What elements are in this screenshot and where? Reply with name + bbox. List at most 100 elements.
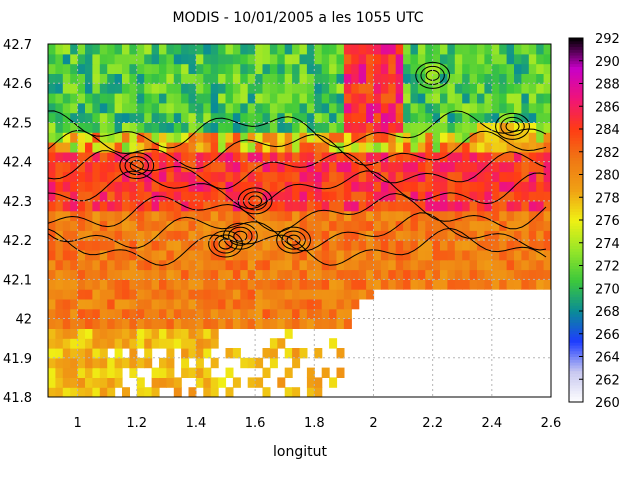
field-cell xyxy=(136,112,145,123)
field-cell xyxy=(440,240,448,251)
field-cell xyxy=(232,181,241,192)
field-cell xyxy=(292,298,301,310)
field-cell xyxy=(195,318,204,329)
field-cell xyxy=(514,210,522,222)
field-cell xyxy=(514,161,522,173)
field-cell xyxy=(159,298,167,310)
field-cell xyxy=(55,298,64,310)
field-cell xyxy=(181,63,190,74)
field-cell xyxy=(477,142,485,153)
field-cell xyxy=(528,122,537,133)
field-cell xyxy=(122,220,130,231)
field-cell xyxy=(380,171,389,182)
field-cell xyxy=(262,387,271,397)
field-cell xyxy=(99,230,108,241)
field-cell xyxy=(114,348,123,359)
field-cell xyxy=(269,112,278,123)
field-cell xyxy=(521,259,530,271)
field-cell xyxy=(144,259,153,271)
field-cell xyxy=(92,181,101,192)
field-cell xyxy=(262,132,271,143)
field-cell xyxy=(380,93,389,104)
field-cell xyxy=(159,338,167,349)
field-cell xyxy=(62,348,71,359)
field-cell xyxy=(491,279,500,290)
field-cell xyxy=(129,102,138,114)
colorbar-cell xyxy=(569,208,583,212)
field-cell xyxy=(292,210,301,222)
field-cell xyxy=(432,230,441,241)
field-cell xyxy=(306,93,315,104)
field-cell xyxy=(514,151,522,163)
field-cell xyxy=(306,367,315,378)
field-cell xyxy=(528,93,537,104)
field-cell xyxy=(314,269,323,280)
field-cell xyxy=(477,279,485,290)
field-cell xyxy=(447,53,456,65)
field-cell xyxy=(255,161,264,173)
field-cell xyxy=(277,171,286,182)
field-cell xyxy=(329,53,338,65)
field-cell xyxy=(62,102,71,114)
field-cell xyxy=(77,249,86,261)
field-cell xyxy=(166,240,175,251)
field-cell xyxy=(329,151,338,163)
field-cell xyxy=(262,191,271,202)
field-cell xyxy=(477,44,485,55)
field-cell xyxy=(144,93,153,104)
field-cell xyxy=(425,249,434,261)
field-cell xyxy=(262,200,271,212)
field-cell xyxy=(262,44,271,55)
field-cell xyxy=(48,83,56,94)
field-cell xyxy=(85,200,93,212)
field-cell xyxy=(232,132,241,143)
field-cell xyxy=(506,161,515,173)
field-cell xyxy=(410,279,419,290)
field-cell xyxy=(70,279,79,290)
field-cell xyxy=(388,279,397,290)
field-cell xyxy=(462,191,471,202)
field-cell xyxy=(417,132,426,143)
field-cell xyxy=(122,161,130,173)
field-cell xyxy=(166,298,175,310)
field-cell xyxy=(484,132,493,143)
field-cell xyxy=(425,151,434,163)
field-cell xyxy=(321,279,330,290)
field-cell xyxy=(343,161,352,173)
field-cell xyxy=(77,142,86,153)
field-cell xyxy=(99,181,108,192)
field-cell xyxy=(403,142,412,153)
field-cell xyxy=(440,161,448,173)
field-cell xyxy=(388,102,397,114)
field-cell xyxy=(136,53,145,65)
field-cell xyxy=(92,210,101,222)
field-cell xyxy=(321,122,330,133)
field-cell xyxy=(62,318,71,329)
field-cell xyxy=(107,73,116,84)
field-cell xyxy=(388,73,397,84)
field-cell xyxy=(62,220,71,231)
colorbar-cell xyxy=(569,376,583,380)
field-cell xyxy=(85,298,93,310)
field-cell xyxy=(284,348,293,359)
field-cell xyxy=(506,249,515,261)
field-cell xyxy=(159,102,167,114)
field-cell xyxy=(92,269,101,280)
field-cell xyxy=(425,161,434,173)
field-cell xyxy=(395,279,404,290)
field-cell xyxy=(321,93,330,104)
colorbar-cell xyxy=(569,336,583,340)
field-cell xyxy=(358,289,367,300)
field-cell xyxy=(366,240,375,251)
colorbar-cell xyxy=(569,188,583,193)
field-cell xyxy=(240,357,249,369)
field-cell xyxy=(70,338,79,349)
field-cell xyxy=(462,112,471,123)
field-cell xyxy=(99,102,108,114)
field-cell xyxy=(484,220,493,231)
field-cell xyxy=(195,377,204,388)
field-cell xyxy=(173,171,182,182)
field-cell xyxy=(48,279,56,290)
field-cell xyxy=(62,230,71,241)
field-cell xyxy=(114,259,123,271)
